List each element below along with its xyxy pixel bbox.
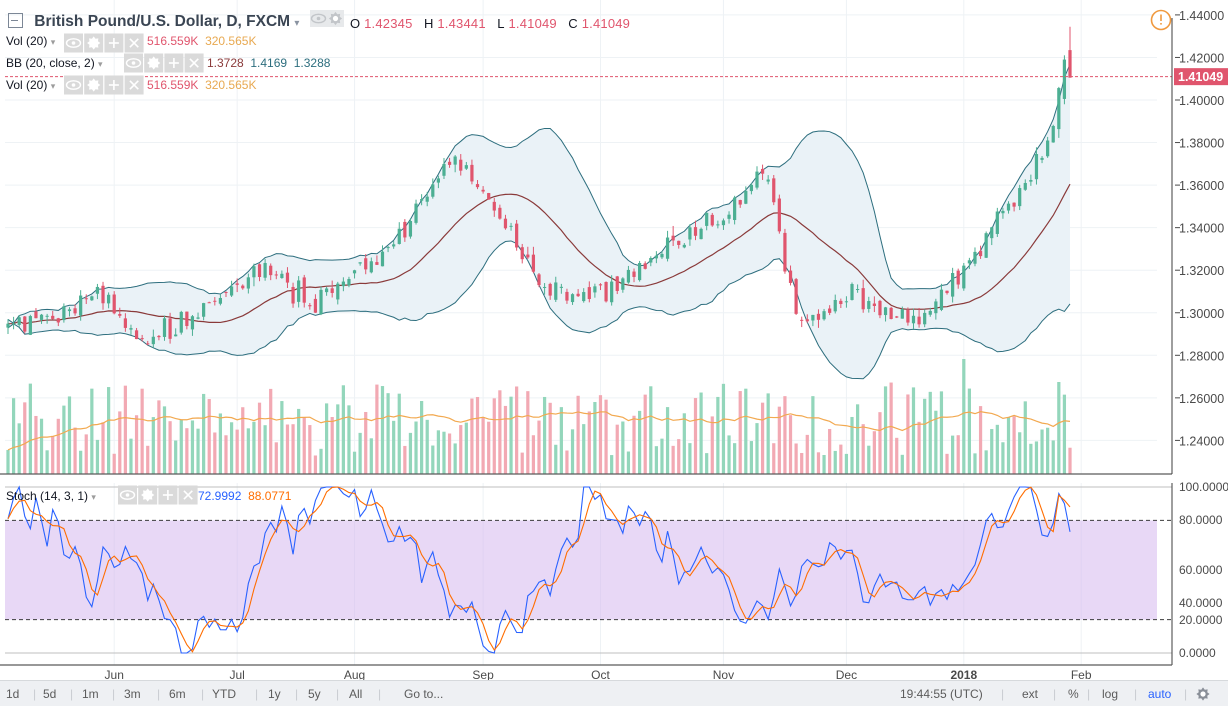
svg-text:100.0000: 100.0000 (1179, 480, 1228, 494)
svg-text:40.0000: 40.0000 (1179, 596, 1223, 610)
svg-text:1.44000: 1.44000 (1179, 9, 1224, 23)
svg-text:1.40000: 1.40000 (1179, 94, 1224, 108)
svg-text:60.0000: 60.0000 (1179, 563, 1223, 577)
svg-text:1.36000: 1.36000 (1179, 179, 1224, 193)
svg-text:1.28000: 1.28000 (1179, 349, 1224, 363)
svg-text:1.38000: 1.38000 (1179, 137, 1224, 151)
svg-text:0.0000: 0.0000 (1179, 646, 1216, 660)
svg-text:80.0000: 80.0000 (1179, 513, 1223, 527)
svg-text:1.30000: 1.30000 (1179, 307, 1224, 321)
svg-text:1.41049: 1.41049 (1178, 70, 1223, 84)
svg-text:1.42000: 1.42000 (1179, 51, 1224, 65)
svg-text:1.32000: 1.32000 (1179, 264, 1224, 278)
svg-text:1.34000: 1.34000 (1179, 222, 1224, 236)
svg-text:1.26000: 1.26000 (1179, 392, 1224, 406)
svg-text:1.24000: 1.24000 (1179, 434, 1224, 448)
svg-text:20.0000: 20.0000 (1179, 613, 1223, 627)
